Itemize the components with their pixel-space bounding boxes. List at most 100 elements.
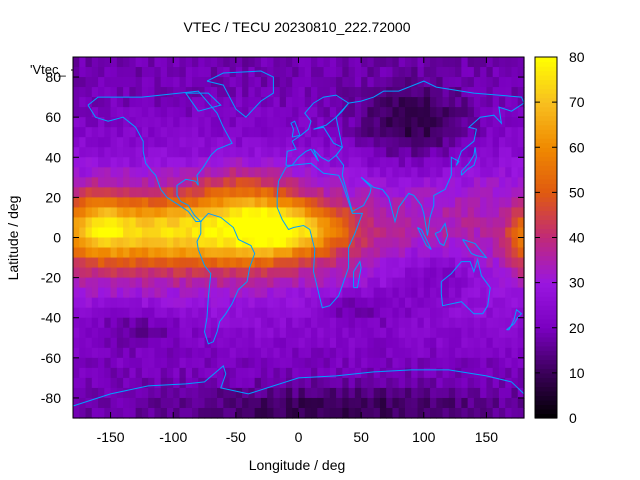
- heatmap-cell: [242, 157, 249, 168]
- heatmap-cell: [361, 157, 368, 168]
- heatmap-cell: [160, 317, 168, 329]
- heatmap-cell: [85, 197, 93, 209]
- heatmap-cell: [298, 407, 306, 419]
- heatmap-cell: [141, 257, 149, 269]
- heatmap-cell: [473, 207, 481, 219]
- heatmap-cell: [285, 267, 293, 279]
- heatmap-cell: [442, 387, 450, 399]
- heatmap-cell: [223, 367, 231, 379]
- heatmap-cell: [292, 147, 300, 158]
- heatmap-cell: [192, 387, 199, 399]
- heatmap-cell: [248, 217, 256, 229]
- heatmap-cell: [98, 247, 105, 259]
- heatmap-cell: [248, 197, 256, 209]
- heatmap-cell: [354, 387, 362, 399]
- heatmap-cell: [480, 57, 488, 68]
- heatmap-cell: [423, 147, 431, 158]
- heatmap-cell: [267, 167, 275, 178]
- heatmap-cell: [79, 237, 87, 249]
- heatmap-cell: [511, 217, 519, 229]
- heatmap-cell: [285, 77, 293, 88]
- heatmap-cell: [342, 377, 350, 389]
- heatmap-cell: [430, 117, 437, 128]
- colorbar-segment: [535, 228, 557, 234]
- y-tick-label: -40: [41, 310, 61, 326]
- heatmap-cell: [442, 87, 450, 98]
- heatmap-cell: [160, 347, 168, 359]
- heatmap-cell: [386, 117, 394, 128]
- heatmap-cell: [173, 367, 181, 379]
- heatmap-cell: [323, 277, 331, 289]
- heatmap-cell: [73, 387, 80, 399]
- heatmap-cell: [342, 307, 350, 319]
- heatmap-cells: [73, 57, 525, 419]
- heatmap-cell: [273, 307, 281, 319]
- heatmap-cell: [98, 57, 105, 68]
- heatmap-cell: [455, 367, 462, 379]
- heatmap-cell: [461, 207, 469, 219]
- colorbar-segment: [535, 192, 557, 198]
- heatmap-cell: [461, 97, 469, 108]
- heatmap-cell: [411, 307, 419, 319]
- heatmap-cell: [336, 327, 343, 339]
- heatmap-cell: [204, 227, 212, 239]
- heatmap-cell: [423, 327, 431, 339]
- heatmap-cell: [386, 307, 394, 319]
- heatmap-cell: [98, 387, 105, 399]
- heatmap-cell: [79, 367, 87, 379]
- heatmap-cell: [342, 77, 350, 88]
- heatmap-cell: [505, 247, 513, 259]
- heatmap-cell: [386, 367, 394, 379]
- heatmap-cell: [348, 377, 356, 389]
- heatmap-cell: [517, 217, 525, 229]
- heatmap-cell: [329, 377, 337, 389]
- heatmap-cell: [198, 107, 206, 118]
- heatmap-cell: [279, 257, 287, 269]
- heatmap-cell: [329, 407, 337, 419]
- heatmap-cell: [373, 87, 381, 98]
- heatmap-cell: [304, 137, 312, 148]
- heatmap-cell: [192, 117, 199, 128]
- heatmap-cell: [223, 157, 231, 168]
- heatmap-cell: [223, 97, 231, 108]
- heatmap-cell: [185, 267, 193, 279]
- heatmap-cell: [198, 257, 206, 269]
- heatmap-cell: [461, 157, 469, 168]
- heatmap-cell: [492, 187, 500, 198]
- colorbar-segment: [535, 102, 557, 108]
- heatmap-cell: [273, 257, 281, 269]
- colorbar-segment: [535, 242, 557, 248]
- heatmap-cell: [192, 77, 199, 88]
- heatmap-cell: [129, 287, 137, 299]
- heatmap-cell: [430, 337, 437, 349]
- heatmap-cell: [160, 397, 168, 409]
- heatmap-cell: [192, 147, 199, 158]
- heatmap-cell: [79, 137, 87, 148]
- heatmap-cell: [148, 67, 156, 78]
- heatmap-cell: [448, 157, 456, 168]
- heatmap-cell: [398, 57, 406, 68]
- heatmap-cell: [235, 247, 243, 259]
- heatmap-cell: [448, 397, 456, 409]
- heatmap-cell: [85, 237, 93, 249]
- heatmap-cell: [342, 57, 350, 68]
- heatmap-cell: [436, 307, 444, 319]
- heatmap-cell: [373, 347, 381, 359]
- heatmap-cell: [480, 337, 488, 349]
- heatmap-cell: [455, 317, 462, 329]
- coastline-madagascar: [353, 260, 362, 289]
- heatmap-cell: [404, 97, 412, 108]
- heatmap-cell: [79, 107, 87, 118]
- heatmap-cell: [129, 347, 137, 359]
- heatmap-cell: [411, 407, 419, 419]
- heatmap-cell: [173, 347, 181, 359]
- heatmap-cell: [467, 277, 475, 289]
- heatmap-cell: [404, 167, 412, 178]
- heatmap-cell: [148, 147, 156, 158]
- heatmap-cell: [461, 177, 469, 188]
- heatmap-cell: [242, 257, 249, 269]
- heatmap-cell: [373, 177, 381, 188]
- heatmap-cell: [292, 357, 300, 369]
- heatmap-cell: [267, 227, 275, 239]
- heatmap-cell: [298, 167, 306, 178]
